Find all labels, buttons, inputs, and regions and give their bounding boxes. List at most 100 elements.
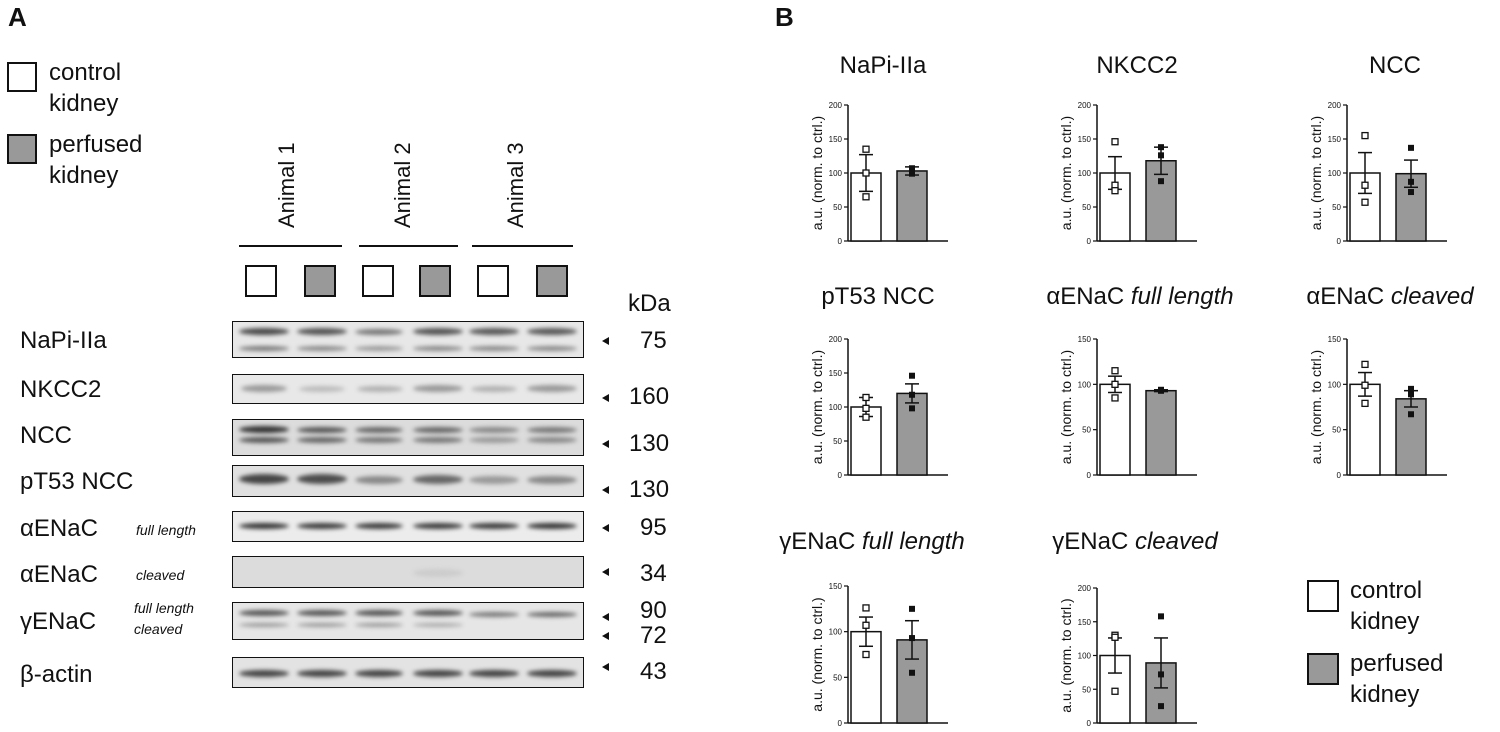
y-axis-label: a.u. (norm. to ctrl.) xyxy=(1308,350,1324,464)
point-control xyxy=(862,404,870,413)
lane-control-1 xyxy=(245,265,277,297)
y-tick-label: 200 xyxy=(1328,101,1342,110)
blot-sub-aenac-full: full length xyxy=(136,522,196,538)
point-perfused xyxy=(909,372,915,379)
chart-title-text: γENaC xyxy=(1052,528,1135,555)
y-axis-label: a.u. (norm. to ctrl.) xyxy=(809,350,825,464)
chart-title-6: γENaC full length xyxy=(742,528,1002,556)
blot-label-aenac-full: αENaC xyxy=(20,515,98,542)
legend-b-control-line1: control xyxy=(1350,577,1423,604)
lane-perfused-3 xyxy=(536,265,568,297)
point-perfused xyxy=(1158,144,1164,151)
point-control xyxy=(862,650,870,659)
point-perfused xyxy=(909,669,915,676)
bar-perfused xyxy=(1145,389,1177,476)
y-tick-label: 50 xyxy=(833,203,842,212)
blot-ncc xyxy=(232,419,584,456)
y-tick-label: 50 xyxy=(1332,426,1341,435)
point-control xyxy=(1361,131,1369,140)
animal-2-bracket xyxy=(359,245,458,247)
chart-title-text: NKCC2 xyxy=(1096,52,1178,79)
point-perfused xyxy=(909,405,915,412)
legend-control-line2: kidney xyxy=(49,90,119,117)
blot-label-nkcc2: NKCC2 xyxy=(20,376,102,403)
legend-control-line1: control xyxy=(49,59,122,86)
chart-title-0: NaPi-IIa xyxy=(753,52,1013,80)
point-control xyxy=(1111,633,1119,641)
arrow-nkcc2 xyxy=(602,394,609,402)
lane-perfused-1 xyxy=(304,265,336,297)
arrow-aenac-cleaved xyxy=(602,568,609,576)
bar-perfused xyxy=(1145,662,1177,724)
point-control xyxy=(1111,394,1119,402)
point-control xyxy=(1111,687,1119,695)
y-tick-label: 200 xyxy=(829,101,843,110)
y-axis-label: a.u. (norm. to ctrl.) xyxy=(1308,116,1324,230)
legend-control-swatch xyxy=(7,62,37,92)
point-perfused xyxy=(909,635,915,642)
y-tick-label: 50 xyxy=(1082,426,1091,435)
point-control xyxy=(1361,198,1369,206)
chart-title-italic: cleaved xyxy=(1390,283,1474,310)
point-control xyxy=(862,604,870,612)
point-perfused xyxy=(909,391,915,398)
y-axis-label: a.u. (norm. to ctrl.) xyxy=(809,597,825,711)
kda-aenac-full: 95 xyxy=(640,514,667,541)
point-control xyxy=(862,621,870,629)
point-control xyxy=(1111,380,1119,388)
kda-nkcc2: 160 xyxy=(629,383,670,410)
chart-title-7: γENaC cleaved xyxy=(1005,528,1265,556)
y-tick-label: 150 xyxy=(829,582,843,591)
blot-nkcc2 xyxy=(232,374,584,404)
y-tick-label: 0 xyxy=(838,471,843,480)
y-tick-label: 0 xyxy=(1087,471,1092,480)
y-tick-label: 0 xyxy=(838,719,843,728)
point-control xyxy=(1111,187,1119,195)
legend-b-control-line2: kidney xyxy=(1350,608,1420,635)
y-tick-label: 100 xyxy=(1078,380,1092,389)
chart-title-4: αENaC full length xyxy=(1010,283,1270,311)
y-tick-label: 150 xyxy=(1328,335,1342,344)
point-perfused xyxy=(909,605,915,612)
lane-control-2 xyxy=(362,265,394,297)
point-control xyxy=(862,193,870,201)
chart-title-text: pT53 NCC xyxy=(821,283,935,310)
blot-sub-genac-cleaved: cleaved xyxy=(134,621,183,637)
point-perfused xyxy=(1408,385,1414,392)
y-axis-label: a.u. (norm. to ctrl.) xyxy=(1058,598,1074,712)
y-tick-label: 0 xyxy=(1337,237,1342,246)
legend-b-perfused-swatch xyxy=(1307,653,1339,685)
chart-title-1: NKCC2 xyxy=(1007,52,1267,80)
point-perfused xyxy=(1158,152,1164,159)
chart-title-italic: full length xyxy=(1130,283,1234,310)
arrow-actin xyxy=(602,663,609,671)
point-perfused xyxy=(1408,189,1414,196)
blot-label-actin: β-actin xyxy=(20,661,93,688)
animal-3-bracket xyxy=(472,245,573,247)
y-tick-label: 150 xyxy=(1328,135,1342,144)
point-perfused xyxy=(909,165,915,172)
point-perfused xyxy=(909,170,915,177)
chart-title-italic: full length xyxy=(861,528,965,555)
chart-title-text: αENaC xyxy=(1306,283,1391,310)
legend-b-perfused-line1: perfused xyxy=(1350,650,1444,677)
kda-ncc: 130 xyxy=(629,430,670,457)
legend-perfused-line1: perfused xyxy=(49,131,143,158)
kda-pt53: 130 xyxy=(629,476,670,503)
y-tick-label: 0 xyxy=(838,237,843,246)
legend-perfused-line2: kidney xyxy=(49,162,119,189)
point-control xyxy=(1361,381,1369,389)
blot-genac xyxy=(232,602,584,640)
blot-aenac-full xyxy=(232,511,584,542)
blot-label-genac: γENaC xyxy=(20,608,97,635)
arrow-genac-cleaved xyxy=(602,632,609,640)
legend-b-perfused-line2: kidney xyxy=(1350,681,1420,708)
y-tick-label: 150 xyxy=(1078,335,1092,344)
y-tick-label: 100 xyxy=(1328,380,1342,389)
lane-perfused-2 xyxy=(419,265,451,297)
y-tick-label: 150 xyxy=(829,135,843,144)
y-tick-label: 100 xyxy=(1078,652,1092,661)
